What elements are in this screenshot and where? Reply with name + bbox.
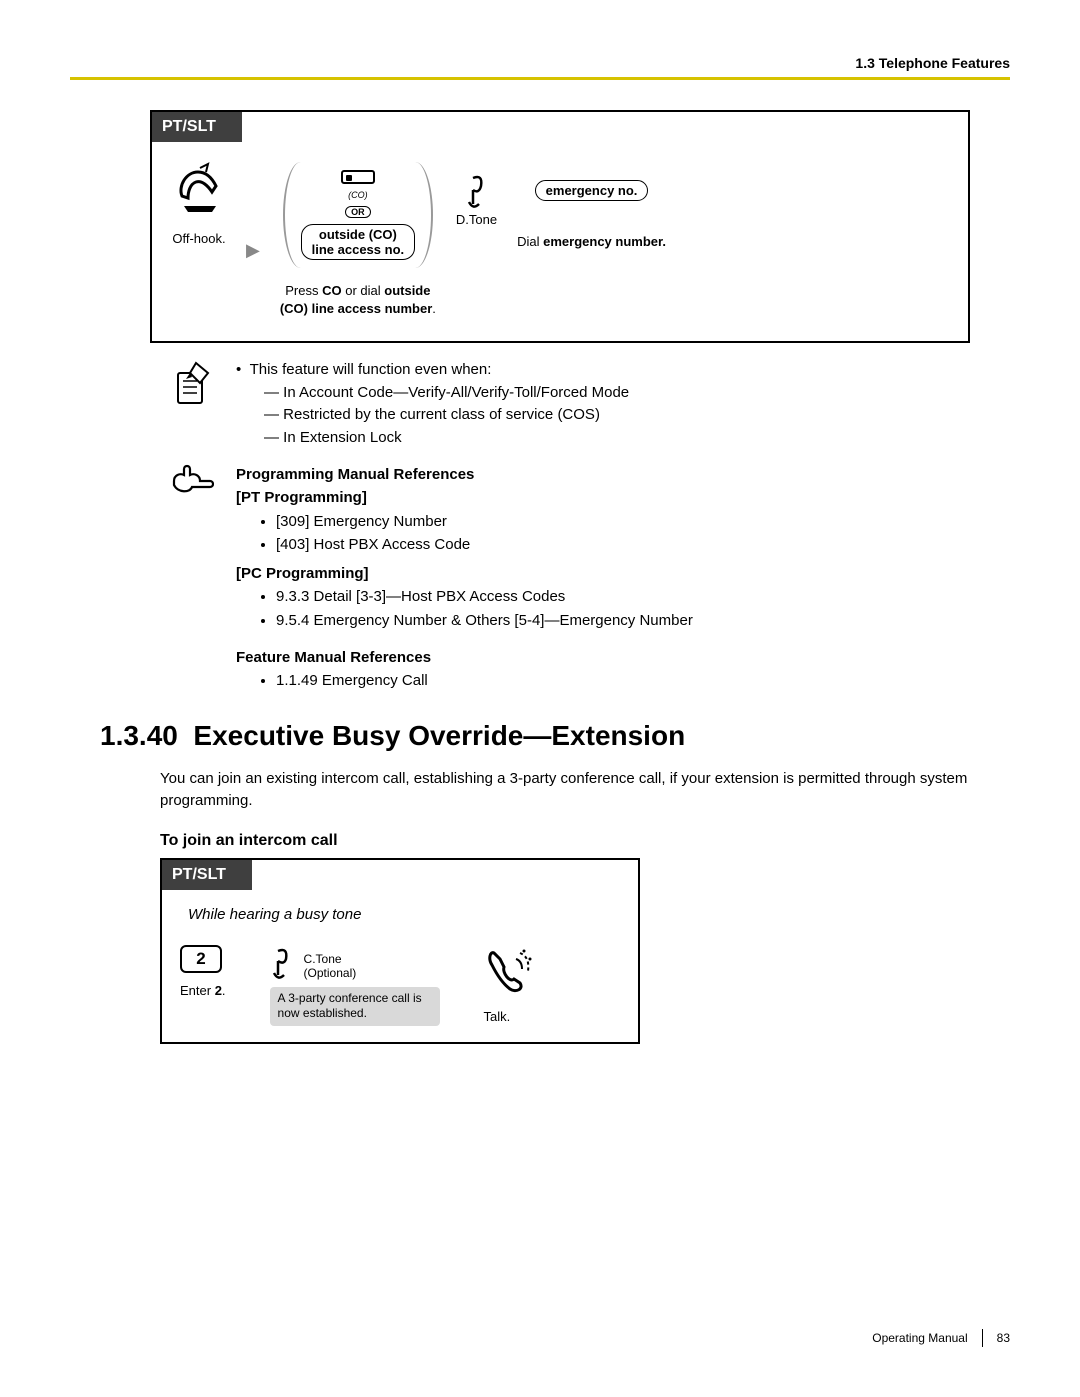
step-co-access: (CO) OR outside (CO) line access no. Pre… <box>280 162 436 317</box>
section-body: You can join an existing intercom call, … <box>160 768 980 812</box>
feat-refs-title: Feature Manual References <box>236 646 431 669</box>
header-section: 1.3 Telephone Features <box>70 55 1010 71</box>
step-talk: Talk. <box>484 945 534 1026</box>
step2-co: CO <box>322 283 342 298</box>
pt-item-0: [309] Emergency Number <box>276 510 693 533</box>
outside-line-access-lozenge: outside (CO) line access no. <box>301 224 416 260</box>
section-title: Executive Busy Override—Extension <box>193 720 685 751</box>
programming-references: Programming Manual References [PT Progra… <box>170 463 1010 632</box>
ctone-line2: (Optional) <box>304 966 357 980</box>
step-dtone: D.Tone <box>456 172 497 227</box>
or-pill: OR <box>345 206 371 218</box>
diagram-join-intercom: PT/SLT While hearing a busy tone 2 Enter… <box>160 858 640 1044</box>
co-or-access-group: (CO) OR outside (CO) line access no. <box>283 162 434 268</box>
handset-offhook-icon <box>172 162 226 216</box>
feat-item-0: 1.1.49 Emergency Call <box>276 669 431 692</box>
pc-item-0: 9.3.3 Detail [3-3]—Host PBX Access Codes <box>276 585 693 608</box>
dial-tone-icon <box>463 172 491 210</box>
step-emergency: emergency no. Dial emergency number. <box>517 180 666 251</box>
footer-divider <box>982 1329 983 1347</box>
step2-tail: . <box>432 301 436 316</box>
step-enter2-caption: Enter 2. <box>180 983 226 1000</box>
emergency-no-lozenge: emergency no. <box>535 180 649 201</box>
step-enter-2: 2 Enter 2. <box>180 945 226 1000</box>
note-item-1: — Restricted by the current class of ser… <box>264 404 629 427</box>
step2-caption: Press CO or dial outside (CO) line acces… <box>280 282 436 317</box>
key-2-icon: 2 <box>180 945 222 973</box>
step2-mid: or dial <box>342 283 385 298</box>
enter2-tail: . <box>222 983 226 998</box>
step2-outside: outside <box>384 283 430 298</box>
feature-note: • This feature will function even when: … <box>170 359 1010 449</box>
step-offhook: Off-hook. <box>172 162 226 248</box>
section-number: 1.3.40 <box>100 720 178 751</box>
footer-manual: Operating Manual <box>872 1331 967 1345</box>
handset-talk-icon <box>484 945 534 999</box>
diagram1-tab: PT/SLT <box>152 112 242 142</box>
step3-prefix: Dial <box>517 234 543 249</box>
prog-refs-title: Programming Manual References <box>236 463 693 486</box>
pc-heading: [PC Programming] <box>236 562 693 585</box>
arrow-icon: ▶ <box>246 240 260 261</box>
conference-callout: A 3-party conference call is now establi… <box>270 987 440 1026</box>
diagram2-tab: PT/SLT <box>162 860 252 890</box>
diagram2-condition: While hearing a busy tone <box>188 906 620 923</box>
feature-references: Feature Manual References 1.1.49 Emergen… <box>170 646 1010 693</box>
co-key-label: (CO) <box>348 190 368 200</box>
enter2-prefix: Enter <box>180 983 215 998</box>
sub-heading: To join an intercom call <box>160 832 1010 850</box>
pt-item-1: [403] Host PBX Access Code <box>276 533 693 556</box>
footer-page: 83 <box>997 1331 1010 1345</box>
note-item-0: — In Account Code—Verify-All/Verify-Toll… <box>264 382 629 405</box>
step-talk-caption: Talk. <box>484 1009 511 1026</box>
step2-line2: (CO) line access number <box>280 301 432 316</box>
confirmation-tone-icon <box>270 945 296 981</box>
step3-bold: emergency number. <box>543 234 666 249</box>
step3-caption: Dial emergency number. <box>517 233 666 251</box>
outside-line1: outside (CO) <box>319 227 397 242</box>
step-ctone: C.Tone (Optional) A 3-party conference c… <box>270 945 440 1026</box>
co-key-icon <box>341 170 375 184</box>
enter2-bold: 2 <box>215 983 222 998</box>
pc-item-1: 9.5.4 Emergency Number & Others [5-4]—Em… <box>276 609 693 632</box>
outside-line2: line access no. <box>312 242 405 257</box>
dtone-label: D.Tone <box>456 212 497 227</box>
page-footer: Operating Manual 83 <box>872 1329 1010 1347</box>
note-lead: This feature will function even when: <box>250 361 492 378</box>
header-rule <box>70 77 1010 80</box>
diagram-emergency: PT/SLT Off-hook. ▶ (CO) OR out <box>150 110 970 343</box>
note-icon <box>170 359 214 411</box>
pt-heading: [PT Programming] <box>236 486 693 509</box>
section-heading: 1.3.40 Executive Busy Override—Extension <box>100 720 1010 752</box>
ctone-line1: C.Tone <box>304 952 342 966</box>
step2-prefix: Press <box>285 283 322 298</box>
step1-caption: Off-hook. <box>172 230 225 248</box>
note-item-2: — In Extension Lock <box>264 427 629 450</box>
pointing-hand-icon <box>170 463 214 499</box>
